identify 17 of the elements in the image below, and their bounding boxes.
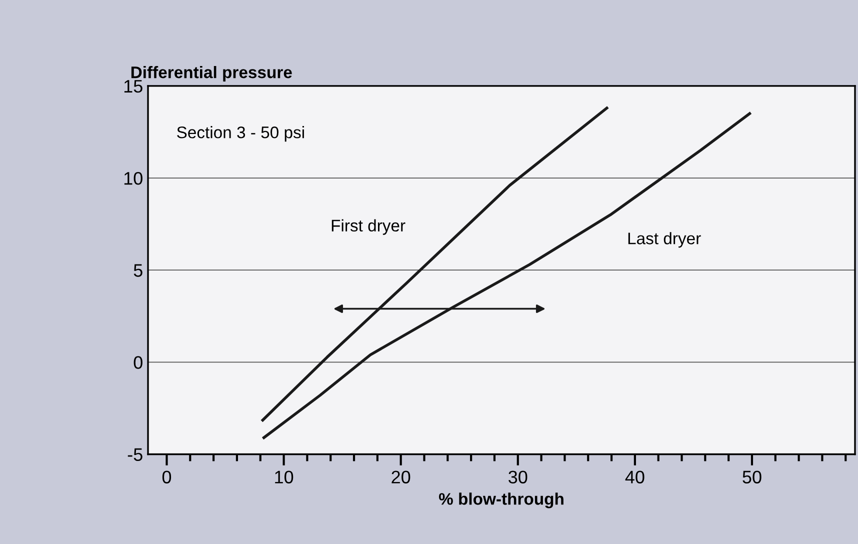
text: First dryer bbox=[332, 219, 406, 235]
y-tick-label: 5 bbox=[134, 264, 142, 277]
y-tick-label: 10 bbox=[124, 172, 142, 185]
y-tick-label: 0 bbox=[134, 356, 142, 369]
y-tick-label: -5 bbox=[128, 448, 142, 461]
x-tick-label: 30 bbox=[508, 470, 528, 484]
line-series bbox=[261, 106, 608, 422]
line-series bbox=[262, 112, 752, 440]
x-tick-label: 10 bbox=[275, 470, 294, 484]
x-tick-label: 20 bbox=[392, 470, 410, 484]
x-tick-label: 50 bbox=[742, 470, 762, 484]
series-label: Last dryer bbox=[628, 232, 701, 248]
x-tick-label: 40 bbox=[625, 470, 644, 484]
x-axis-title: % blow-through bbox=[438, 492, 564, 508]
y-tick-label: 15 bbox=[124, 80, 142, 93]
annotation: Section 3 - 50 psi bbox=[177, 126, 304, 142]
x-tick-label: 0 bbox=[162, 470, 172, 484]
